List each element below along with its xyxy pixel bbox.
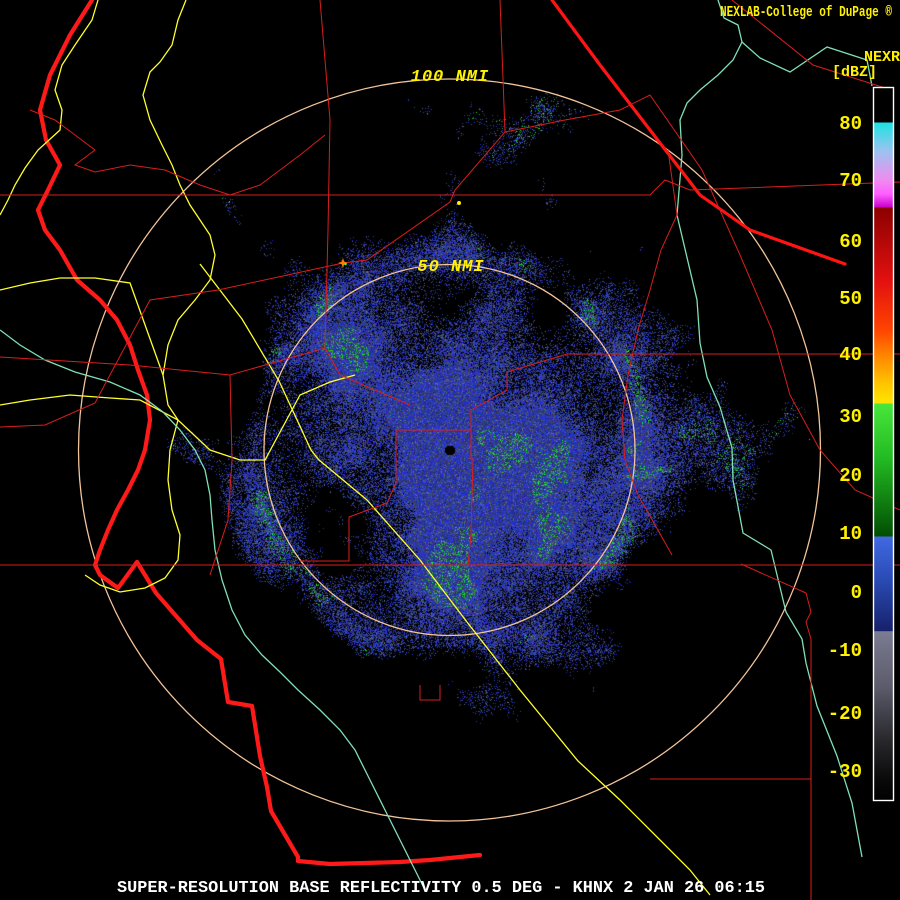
svg-text:80: 80	[839, 113, 862, 135]
svg-text:SUPER-RESOLUTION BASE REFLECTI: SUPER-RESOLUTION BASE REFLECTIVITY 0.5 D…	[117, 879, 765, 898]
svg-text:70: 70	[839, 170, 862, 192]
svg-text:10: 10	[839, 523, 862, 545]
svg-text:30: 30	[839, 406, 862, 428]
svg-text:50 NMI: 50 NMI	[417, 258, 484, 277]
svg-text:100 NMI: 100 NMI	[411, 68, 489, 87]
svg-text:40: 40	[839, 344, 862, 366]
svg-text:-20: -20	[828, 703, 862, 725]
svg-text:-30: -30	[828, 761, 862, 783]
svg-text:20: 20	[839, 465, 862, 487]
svg-text:0: 0	[851, 582, 862, 604]
svg-text:NEXLAB-College of DuPage ®: NEXLAB-College of DuPage ®	[720, 4, 892, 21]
svg-text:50: 50	[839, 288, 862, 310]
svg-text:[dBZ]: [dBZ]	[832, 64, 877, 81]
svg-text:-10: -10	[828, 640, 862, 662]
svg-text:60: 60	[839, 231, 862, 253]
